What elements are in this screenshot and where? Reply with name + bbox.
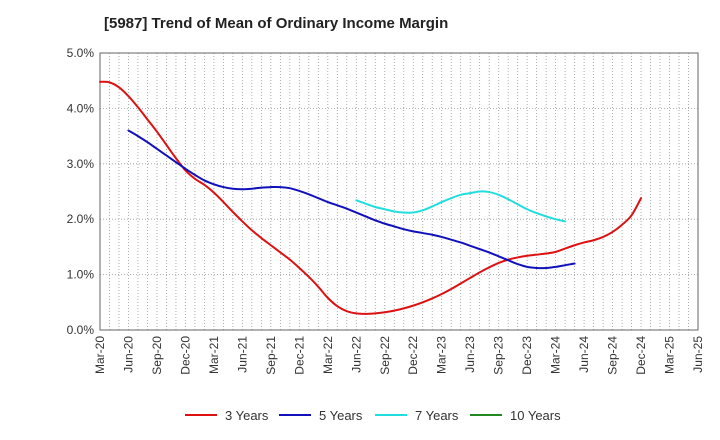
- y-tick-label: 5.0%: [67, 46, 95, 60]
- series-line-5-years: [127, 129, 576, 270]
- legend-label-5-years: 5 Years: [319, 408, 363, 423]
- x-tick-label: Dec-24: [634, 336, 648, 375]
- x-tick-label: Mar-22: [321, 336, 335, 374]
- x-tick-label: Jun-22: [349, 336, 363, 373]
- x-tick-label: Sep-21: [264, 336, 278, 375]
- x-tick-label: Jun-23: [463, 336, 477, 373]
- legend-label-7-years: 7 Years: [415, 408, 459, 423]
- x-tick-label: Sep-23: [492, 336, 506, 375]
- x-tick-label: Dec-21: [292, 336, 306, 375]
- plot-border: [99, 52, 699, 331]
- x-tick-label: Sep-24: [606, 336, 620, 375]
- x-tick-label: Jun-20: [121, 336, 135, 373]
- x-tick-label: Mar-25: [663, 336, 677, 374]
- series-line-3-years: [99, 80, 643, 315]
- y-tick-label: 0.0%: [67, 323, 95, 337]
- x-tick-label: Jun-24: [577, 336, 591, 373]
- x-tick-label: Sep-22: [378, 336, 392, 375]
- x-tick-label: Dec-20: [178, 336, 192, 375]
- x-tick-label: Mar-24: [549, 336, 563, 374]
- x-tick-label: Jun-25: [691, 336, 705, 373]
- chart-title: [5987] Trend of Mean of Ordinary Income …: [104, 15, 449, 32]
- y-tick-label: 4.0%: [67, 101, 95, 115]
- x-tick-label: Mar-20: [93, 336, 107, 374]
- x-tick-label: Dec-23: [520, 336, 534, 375]
- x-tick-label: Mar-23: [435, 336, 449, 374]
- y-tick-label: 2.0%: [67, 212, 95, 226]
- series-line-7-years: [355, 190, 567, 223]
- plot-area: [100, 53, 698, 330]
- legend-label-10-years: 10 Years: [510, 408, 561, 423]
- x-tick-label: Dec-22: [406, 336, 420, 375]
- y-tick-label: 3.0%: [67, 157, 95, 171]
- x-tick-label: Mar-21: [207, 336, 221, 374]
- x-tick-label: Sep-20: [150, 336, 164, 375]
- legend-label-3-years: 3 Years: [225, 408, 269, 423]
- x-tick-label: Jun-21: [235, 336, 249, 373]
- y-tick-label: 1.0%: [67, 268, 95, 282]
